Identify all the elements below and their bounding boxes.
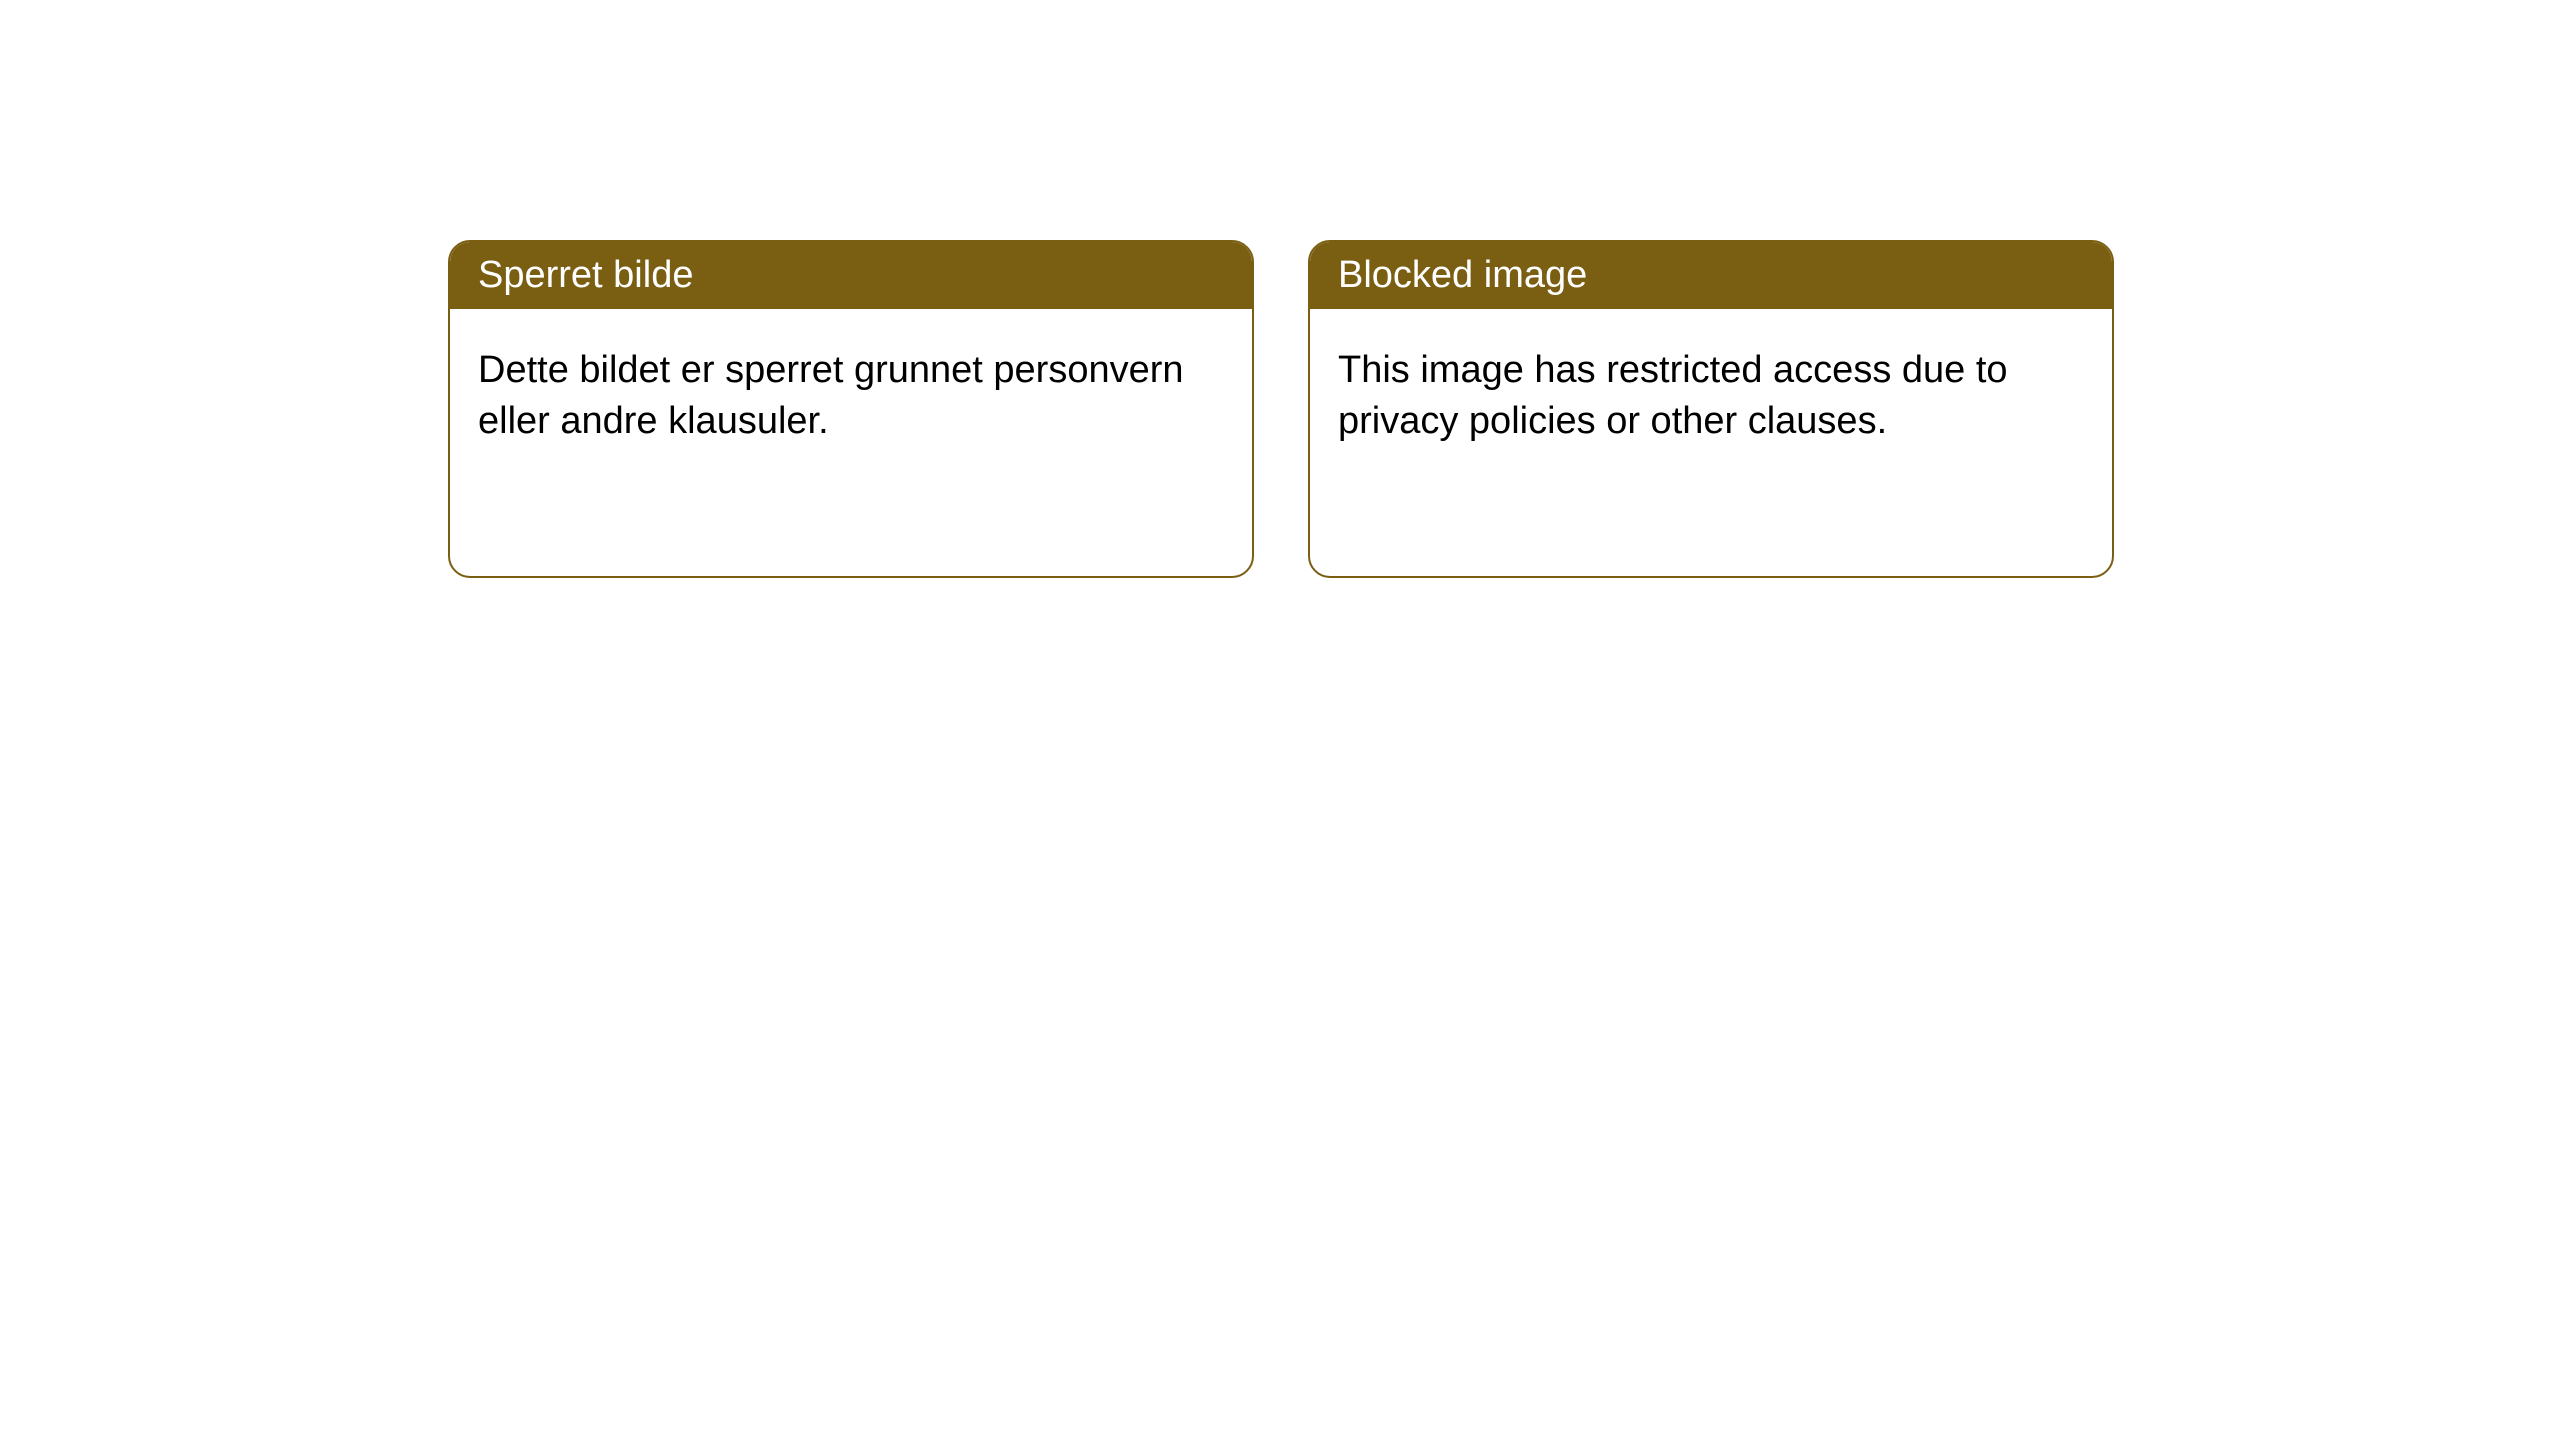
notice-body-norwegian: Dette bildet er sperret grunnet personve…	[450, 309, 1252, 484]
notice-text-norwegian: Dette bildet er sperret grunnet personve…	[478, 349, 1184, 442]
notice-title-norwegian: Sperret bilde	[478, 254, 693, 296]
notice-text-english: This image has restricted access due to …	[1338, 349, 2008, 442]
notice-header-norwegian: Sperret bilde	[450, 242, 1252, 309]
notice-header-english: Blocked image	[1310, 242, 2112, 309]
notice-card-norwegian: Sperret bilde Dette bildet er sperret gr…	[448, 240, 1254, 578]
notice-container: Sperret bilde Dette bildet er sperret gr…	[448, 240, 2114, 578]
notice-title-english: Blocked image	[1338, 254, 1587, 296]
notice-card-english: Blocked image This image has restricted …	[1308, 240, 2114, 578]
notice-body-english: This image has restricted access due to …	[1310, 309, 2112, 484]
